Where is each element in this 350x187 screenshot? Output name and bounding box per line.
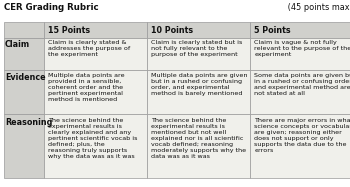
Text: 15 Points: 15 Points [48,26,90,35]
Text: 5 Points: 5 Points [254,26,291,35]
Text: Some data points are given but
in a rushed or confusing order,
and experimental : Some data points are given but in a rush… [254,73,350,96]
Text: Multiple data points are given
but in a rushed or confusing
order, and experimen: Multiple data points are given but in a … [151,73,248,96]
Bar [44,114,147,178]
Text: Claim is clearly stated &
addresses the purpose of
the experiment: Claim is clearly stated & addresses the … [48,40,130,57]
Bar [250,22,350,38]
Text: Evidence: Evidence [5,73,46,82]
Text: There are major errors in what
science concepts or vocabulary
are given; reasoni: There are major errors in what science c… [254,118,350,153]
Text: Reasoning: Reasoning [5,118,52,127]
Text: Claim: Claim [5,40,30,49]
Bar [147,22,250,38]
Text: (45 points maximum): (45 points maximum) [285,3,350,12]
Bar [44,22,147,38]
Text: The science behind the
experimental results is
mentioned but not well
explained : The science behind the experimental resu… [151,118,246,159]
Bar [147,38,250,70]
Bar [147,114,250,178]
Text: CER Grading Rubric: CER Grading Rubric [4,3,98,12]
Text: Multiple data points are
provided in a sensible,
coherent order and the
pertinen: Multiple data points are provided in a s… [48,73,125,102]
Bar [250,114,350,178]
Bar [44,70,147,114]
Text: Claim is vague & not fully
relevant to the purpose of the
experiment: Claim is vague & not fully relevant to t… [254,40,350,57]
Text: 10 Points: 10 Points [151,26,193,35]
Bar [4,114,44,178]
Bar [250,70,350,114]
Bar [147,70,250,114]
Bar [4,38,44,70]
Bar [4,70,44,114]
Text: Claim is clearly stated but is
not fully relevant to the
purpose of the experime: Claim is clearly stated but is not fully… [151,40,243,57]
Bar [4,22,44,38]
Bar [250,38,350,70]
Bar [44,38,147,70]
Text: The science behind the
experimental results is
clearly explained and any
pertine: The science behind the experimental resu… [48,118,138,159]
